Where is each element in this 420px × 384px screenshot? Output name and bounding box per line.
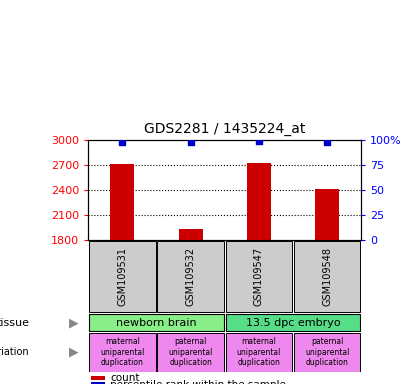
Text: 13.5 dpc embryo: 13.5 dpc embryo: [246, 318, 340, 328]
FancyBboxPatch shape: [294, 333, 360, 372]
FancyBboxPatch shape: [226, 333, 292, 372]
Bar: [315, 189, 339, 240]
Text: paternal
uniparental
duplication: paternal uniparental duplication: [305, 338, 349, 367]
Text: maternal
uniparental
duplication: maternal uniparental duplication: [100, 338, 144, 367]
Text: ▶: ▶: [69, 316, 78, 329]
Text: genotype/variation: genotype/variation: [0, 347, 29, 358]
Title: GDS2281 / 1435224_at: GDS2281 / 1435224_at: [144, 122, 305, 136]
Text: newborn brain: newborn brain: [116, 318, 197, 328]
Text: percentile rank within the sample: percentile rank within the sample: [110, 380, 286, 384]
Point: [187, 139, 194, 145]
Text: count: count: [110, 373, 139, 383]
FancyBboxPatch shape: [226, 241, 292, 312]
FancyBboxPatch shape: [89, 241, 156, 312]
Bar: [178, 229, 202, 240]
FancyBboxPatch shape: [226, 314, 360, 331]
Text: paternal
uniparental
duplication: paternal uniparental duplication: [168, 338, 213, 367]
Text: maternal
uniparental
duplication: maternal uniparental duplication: [236, 338, 281, 367]
FancyBboxPatch shape: [89, 314, 224, 331]
Point: [119, 139, 126, 145]
Bar: [247, 163, 271, 240]
Text: GSM109547: GSM109547: [254, 247, 264, 306]
FancyBboxPatch shape: [157, 241, 224, 312]
FancyBboxPatch shape: [294, 241, 360, 312]
Bar: [91, 376, 105, 381]
Text: ▶: ▶: [69, 346, 78, 359]
FancyBboxPatch shape: [157, 333, 224, 372]
Text: GSM109548: GSM109548: [322, 247, 332, 306]
FancyBboxPatch shape: [89, 333, 156, 372]
Bar: [110, 164, 134, 240]
Text: GSM109531: GSM109531: [117, 247, 127, 306]
Point: [255, 138, 262, 144]
Text: GSM109532: GSM109532: [186, 247, 196, 306]
Text: tissue: tissue: [0, 318, 29, 328]
Bar: [91, 382, 105, 384]
Point: [324, 139, 331, 145]
